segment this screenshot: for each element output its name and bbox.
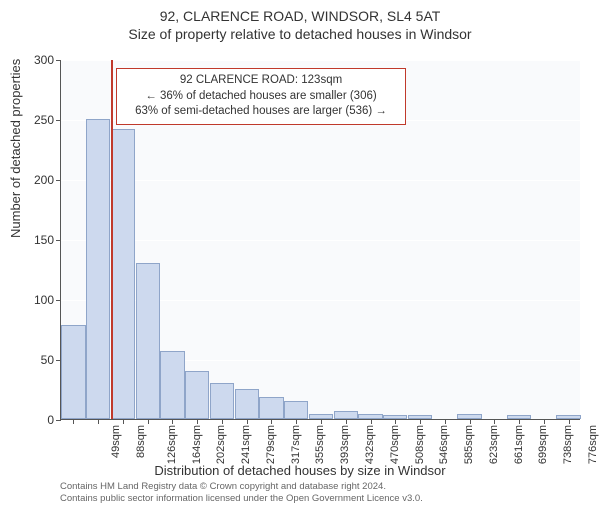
- ytick-mark: [56, 60, 61, 61]
- xtick-label: 776sqm: [587, 425, 599, 464]
- xtick-label: 546sqm: [438, 425, 450, 464]
- ytick-mark: [56, 180, 61, 181]
- ytick-label: 0: [14, 413, 54, 427]
- ytick-label: 250: [14, 113, 54, 127]
- xtick-mark: [247, 419, 248, 424]
- xtick-mark: [519, 419, 520, 424]
- xtick-label: 202sqm: [216, 425, 228, 464]
- ytick-mark: [56, 300, 61, 301]
- info-box-line: 63% of semi-detached houses are larger (…: [125, 104, 397, 120]
- xtick-mark: [346, 419, 347, 424]
- histogram-bar: [334, 411, 358, 419]
- xtick-label: 699sqm: [537, 425, 549, 464]
- attribution-line1: Contains HM Land Registry data © Crown c…: [60, 481, 590, 492]
- xtick-mark: [470, 419, 471, 424]
- xtick-label: 49sqm: [110, 425, 122, 458]
- xtick-label: 393sqm: [339, 425, 351, 464]
- histogram-bar: [284, 401, 308, 419]
- xtick-label: 661sqm: [513, 425, 525, 464]
- xtick-mark: [569, 419, 570, 424]
- histogram-bar: [259, 397, 283, 419]
- xtick-label: 470sqm: [389, 425, 401, 464]
- xtick-mark: [271, 419, 272, 424]
- info-box: 92 CLARENCE ROAD: 123sqm← 36% of detache…: [116, 68, 406, 125]
- histogram-bar: [185, 371, 209, 419]
- xtick-mark: [445, 419, 446, 424]
- xtick-mark: [544, 419, 545, 424]
- y-axis-label: Number of detached properties: [8, 59, 23, 238]
- xtick-mark: [197, 419, 198, 424]
- ytick-label: 300: [14, 53, 54, 67]
- xtick-mark: [420, 419, 421, 424]
- xtick-mark: [296, 419, 297, 424]
- x-axis-label: Distribution of detached houses by size …: [0, 463, 600, 478]
- histogram-bar: [111, 129, 135, 419]
- xtick-label: 126sqm: [166, 425, 178, 464]
- ytick-label: 150: [14, 233, 54, 247]
- xtick-mark: [222, 419, 223, 424]
- attribution-text: Contains HM Land Registry data © Crown c…: [60, 481, 590, 504]
- xtick-mark: [98, 419, 99, 424]
- xtick-mark: [172, 419, 173, 424]
- attribution-line2: Contains public sector information licen…: [60, 493, 590, 504]
- xtick-label: 279sqm: [265, 425, 277, 464]
- xtick-label: 585sqm: [463, 425, 475, 464]
- info-box-line: 92 CLARENCE ROAD: 123sqm: [125, 73, 397, 89]
- xtick-label: 738sqm: [562, 425, 574, 464]
- xtick-label: 508sqm: [414, 425, 426, 464]
- chart-container: 49sqm88sqm126sqm164sqm202sqm241sqm279sqm…: [60, 60, 580, 420]
- xtick-mark: [321, 419, 322, 424]
- xtick-mark: [73, 419, 74, 424]
- xtick-label: 355sqm: [315, 425, 327, 464]
- ytick-label: 50: [14, 353, 54, 367]
- histogram-bar: [61, 325, 85, 419]
- gridline: [61, 60, 581, 61]
- histogram-bar: [235, 389, 259, 419]
- xtick-mark: [123, 419, 124, 424]
- histogram-bar: [210, 383, 234, 419]
- ytick-label: 100: [14, 293, 54, 307]
- reference-line: [111, 60, 113, 419]
- xtick-label: 432sqm: [364, 425, 376, 464]
- ytick-mark: [56, 120, 61, 121]
- xtick-mark: [494, 419, 495, 424]
- page-title-description: Size of property relative to detached ho…: [0, 26, 600, 42]
- ytick-mark: [56, 420, 61, 421]
- info-box-line: ← 36% of detached houses are smaller (30…: [125, 89, 397, 105]
- histogram-bar: [160, 351, 184, 419]
- xtick-label: 317sqm: [290, 425, 302, 464]
- xtick-mark: [148, 419, 149, 424]
- xtick-label: 623sqm: [488, 425, 500, 464]
- plot-area: 49sqm88sqm126sqm164sqm202sqm241sqm279sqm…: [60, 60, 580, 420]
- histogram-bar: [136, 263, 160, 419]
- xtick-mark: [395, 419, 396, 424]
- xtick-mark: [371, 419, 372, 424]
- page-title-address: 92, CLARENCE ROAD, WINDSOR, SL4 5AT: [0, 8, 600, 24]
- xtick-label: 164sqm: [191, 425, 203, 464]
- xtick-label: 88sqm: [135, 425, 147, 458]
- ytick-label: 200: [14, 173, 54, 187]
- histogram-bar: [86, 119, 110, 419]
- ytick-mark: [56, 240, 61, 241]
- gridline: [61, 240, 581, 241]
- gridline: [61, 180, 581, 181]
- xtick-label: 241sqm: [240, 425, 252, 464]
